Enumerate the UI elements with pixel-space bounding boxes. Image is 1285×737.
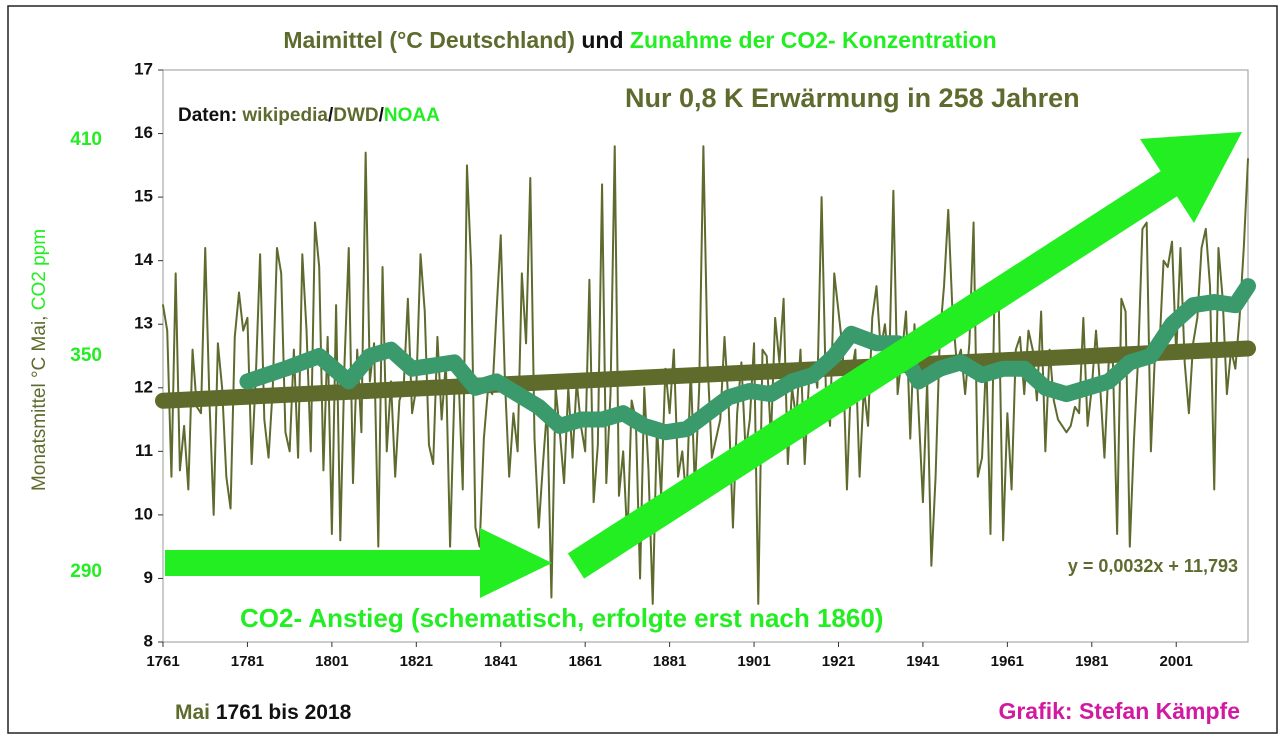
y-tick-label: 14 [134,250,153,269]
headline: Nur 0,8 K Erwärmung in 258 Jahren [625,83,1080,113]
source-part: / [379,105,385,126]
arrows [165,132,1242,598]
period-part: Mai [175,701,210,724]
arrow-head [1140,132,1242,223]
y-tick-label: 12 [134,377,153,396]
x-tick-label: 2001 [1160,653,1193,670]
title-part: Zunahme der CO2- Konzentration [630,27,997,53]
y2-tick-label: 410 [70,129,102,150]
period-note: Mai 1761 bis 2018 [175,701,352,724]
x-tick-label: 1941 [906,653,939,670]
x-tick-label: 1901 [737,653,770,670]
source-note: Daten: wikipedia/DWD/NOAA [178,105,440,126]
y-tick-label: 13 [134,314,153,333]
equation: y = 0,0032x + 11,793 [1068,556,1238,576]
y-tick-label: 10 [134,504,153,523]
x-tick-label: 1881 [653,653,686,670]
x-tick-label: 1921 [822,653,855,670]
temperature-line [162,145,1249,605]
x-tick-label: 1801 [315,653,348,670]
x-tick-label: 1981 [1075,653,1108,670]
source-part: Daten: [178,105,237,126]
x-tick-label: 1961 [991,653,1024,670]
source-part: / [328,105,334,126]
source-part: NOAA [384,105,440,126]
y-tick-label: 11 [135,441,153,460]
x-tick-label: 1821 [400,653,433,670]
plot [155,145,1256,605]
title-part: und [581,27,623,53]
credit: Grafik: Stefan Kämpfe [998,698,1240,724]
source-part: wikipedia [241,105,328,126]
chart-title: Maimittel (°C Deutschland) und Zunahme d… [283,27,996,53]
y-tick-label: 17 [134,59,153,78]
y2-tick-label: 290 [70,561,102,582]
period-part: 1761 bis 2018 [216,701,352,724]
y2-tick-label: 350 [70,345,102,366]
arrow-shaft [567,170,1179,579]
y-tick-label: 15 [134,187,153,206]
x-tick-label: 1781 [231,653,264,670]
x-tick-label: 1841 [484,653,517,670]
y-tick-label: 16 [134,123,153,142]
arrow-head [480,528,552,598]
x-tick-label: 1861 [568,653,601,670]
smoothed-line [239,278,1256,441]
co2-note: CO2- Anstieg (schematisch, erfolgte erst… [240,603,883,633]
y-label-part: Monatsmittel °C Mai, [29,316,50,491]
title-part: Maimittel (°C Deutschland) [283,27,575,53]
y-label-part: CO2 ppm [29,229,50,310]
source-part: DWD [333,105,378,126]
x-tick-label: 1761 [146,653,179,670]
y-axis-label: Monatsmittel °C Mai, CO2 ppm [29,229,50,491]
y-tick-label: 8 [144,631,153,650]
y-tick-label: 9 [144,568,153,587]
